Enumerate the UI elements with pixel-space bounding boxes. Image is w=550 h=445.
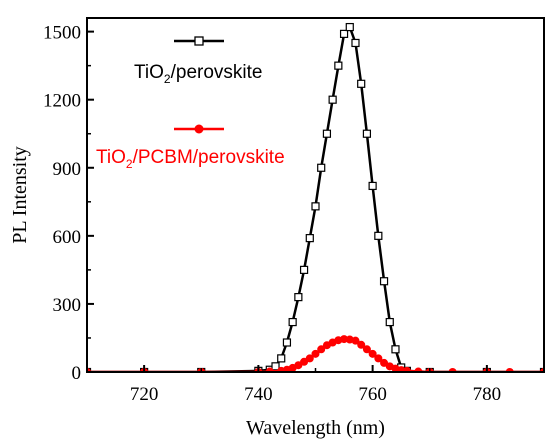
data-point [311, 349, 320, 358]
x-tick-label: 720 [130, 384, 159, 405]
data-point [305, 354, 314, 363]
data-point [362, 345, 371, 354]
data-point [357, 340, 366, 349]
x-tick-label: 760 [358, 384, 387, 405]
data-point [322, 129, 332, 138]
data-point [277, 354, 286, 363]
y-tick-label: 0 [72, 363, 82, 384]
data-point [379, 277, 389, 286]
data-point [362, 129, 372, 138]
legend-item-tio2-pcbm-perovskite: TiO2/PCBM/perovskite [96, 124, 285, 171]
legend-label-tio2-perovskite: TiO2/perovskite [134, 62, 262, 86]
y-axis-title: PL Intensity [9, 146, 31, 244]
y-tick-label: 300 [53, 295, 82, 316]
data-point [368, 181, 377, 191]
data-point [317, 345, 326, 354]
y-tick-label: 900 [53, 159, 82, 180]
legend-item-tio2-perovskite: TiO2/perovskite [134, 36, 262, 86]
y-tick-label: 1200 [43, 91, 81, 112]
data-point [351, 38, 360, 48]
legend-label-tio2-pcbm-perovskite: TiO2/PCBM/perovskite [96, 147, 285, 171]
data-point [305, 234, 314, 243]
data-point [391, 345, 400, 354]
ticks-layer: 720 740 760 780 0 300 600 900 1200 1500 [43, 23, 545, 405]
data-point [345, 22, 354, 32]
data-point [271, 362, 280, 371]
series-tio2-perovskite [87, 22, 544, 372]
data-point [414, 367, 423, 372]
data-point [294, 293, 303, 302]
data-point [339, 29, 349, 38]
legend-marker-tio2-pcbm-perovskite [194, 124, 204, 134]
data-point [385, 317, 394, 327]
data-point [265, 367, 274, 372]
y-tick-label: 600 [53, 227, 82, 248]
data-point [317, 163, 326, 172]
legend: TiO2/perovskite TiO2/PCBM/perovskite [96, 36, 285, 171]
data-point [282, 338, 292, 347]
data-point [328, 95, 337, 104]
x-tick-label: 740 [244, 384, 273, 405]
x-tick-label: 780 [473, 384, 502, 405]
data-point [351, 336, 360, 345]
data-point [368, 349, 377, 358]
data-point [288, 317, 297, 327]
data-point [299, 265, 309, 274]
data-point [374, 231, 383, 240]
data-point [334, 61, 343, 70]
legend-marker-tio2-perovskite [194, 36, 204, 46]
data-point [357, 79, 366, 88]
y-tick-label: 1500 [43, 23, 81, 44]
data-point [340, 335, 349, 344]
data-point [402, 366, 411, 372]
data-point [374, 354, 383, 363]
data-point [311, 202, 320, 211]
x-axis-title: Wavelength (nm) [246, 417, 385, 439]
